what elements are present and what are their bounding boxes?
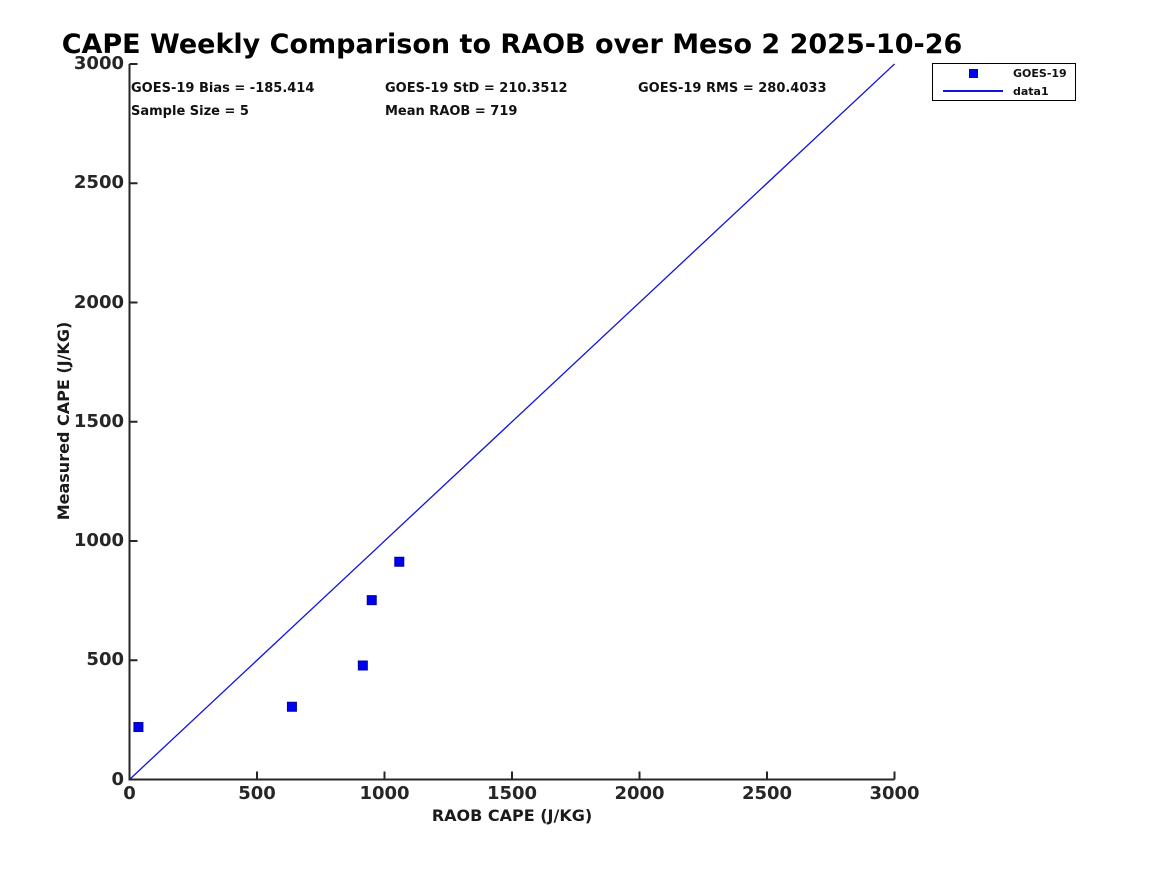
y-tick-label: 3000 — [73, 53, 124, 74]
y-tick-label: 2000 — [73, 291, 124, 313]
y-tick-label: 0 — [111, 768, 124, 790]
legend-line-marker-icon — [933, 90, 1013, 92]
identity-line — [129, 63, 895, 780]
x-tick-label: 500 — [238, 783, 276, 804]
stat-mean-raob: Mean RAOB = 719 — [385, 104, 518, 119]
x-tick-label: 1000 — [359, 783, 410, 804]
y-tick-label: 1000 — [73, 530, 124, 551]
data-point-marker — [357, 660, 368, 671]
stat-bias: GOES-19 Bias = -185.414 — [131, 81, 315, 96]
legend-entry: data1 — [933, 82, 1075, 100]
y-tick-label: 2500 — [73, 172, 124, 194]
y-tick-label: 1500 — [73, 410, 124, 432]
x-axis-label: RAOB CAPE (J/KG) — [431, 806, 593, 825]
x-tick-label: 3000 — [869, 783, 920, 804]
legend-entry-label: data1 — [1013, 84, 1049, 98]
data-point-marker — [394, 556, 405, 567]
x-tick-label: 2000 — [614, 783, 665, 804]
stat-sample-size: Sample Size = 5 — [131, 104, 249, 119]
square-marker-icon — [968, 68, 978, 78]
stat-std: GOES-19 StD = 210.3512 — [385, 81, 568, 96]
data-point-marker — [366, 595, 377, 606]
x-tick-label: 1500 — [486, 783, 538, 804]
legend-square-marker-icon — [933, 68, 1013, 78]
y-tick-label: 500 — [86, 649, 124, 671]
data-point-marker — [133, 722, 144, 733]
data-point-marker — [286, 701, 297, 712]
legend-entry: GOES-19 — [933, 64, 1075, 82]
chart-title: CAPE Weekly Comparison to RAOB over Meso… — [61, 29, 963, 60]
line-marker-icon — [943, 90, 1003, 92]
x-tick-label: 2500 — [741, 783, 793, 804]
x-tick-label: 0 — [123, 783, 136, 804]
legend-entry-label: GOES-19 — [1013, 66, 1067, 80]
legend-box: GOES-19 data1 — [932, 63, 1076, 101]
stat-rms: GOES-19 RMS = 280.4033 — [638, 81, 827, 96]
